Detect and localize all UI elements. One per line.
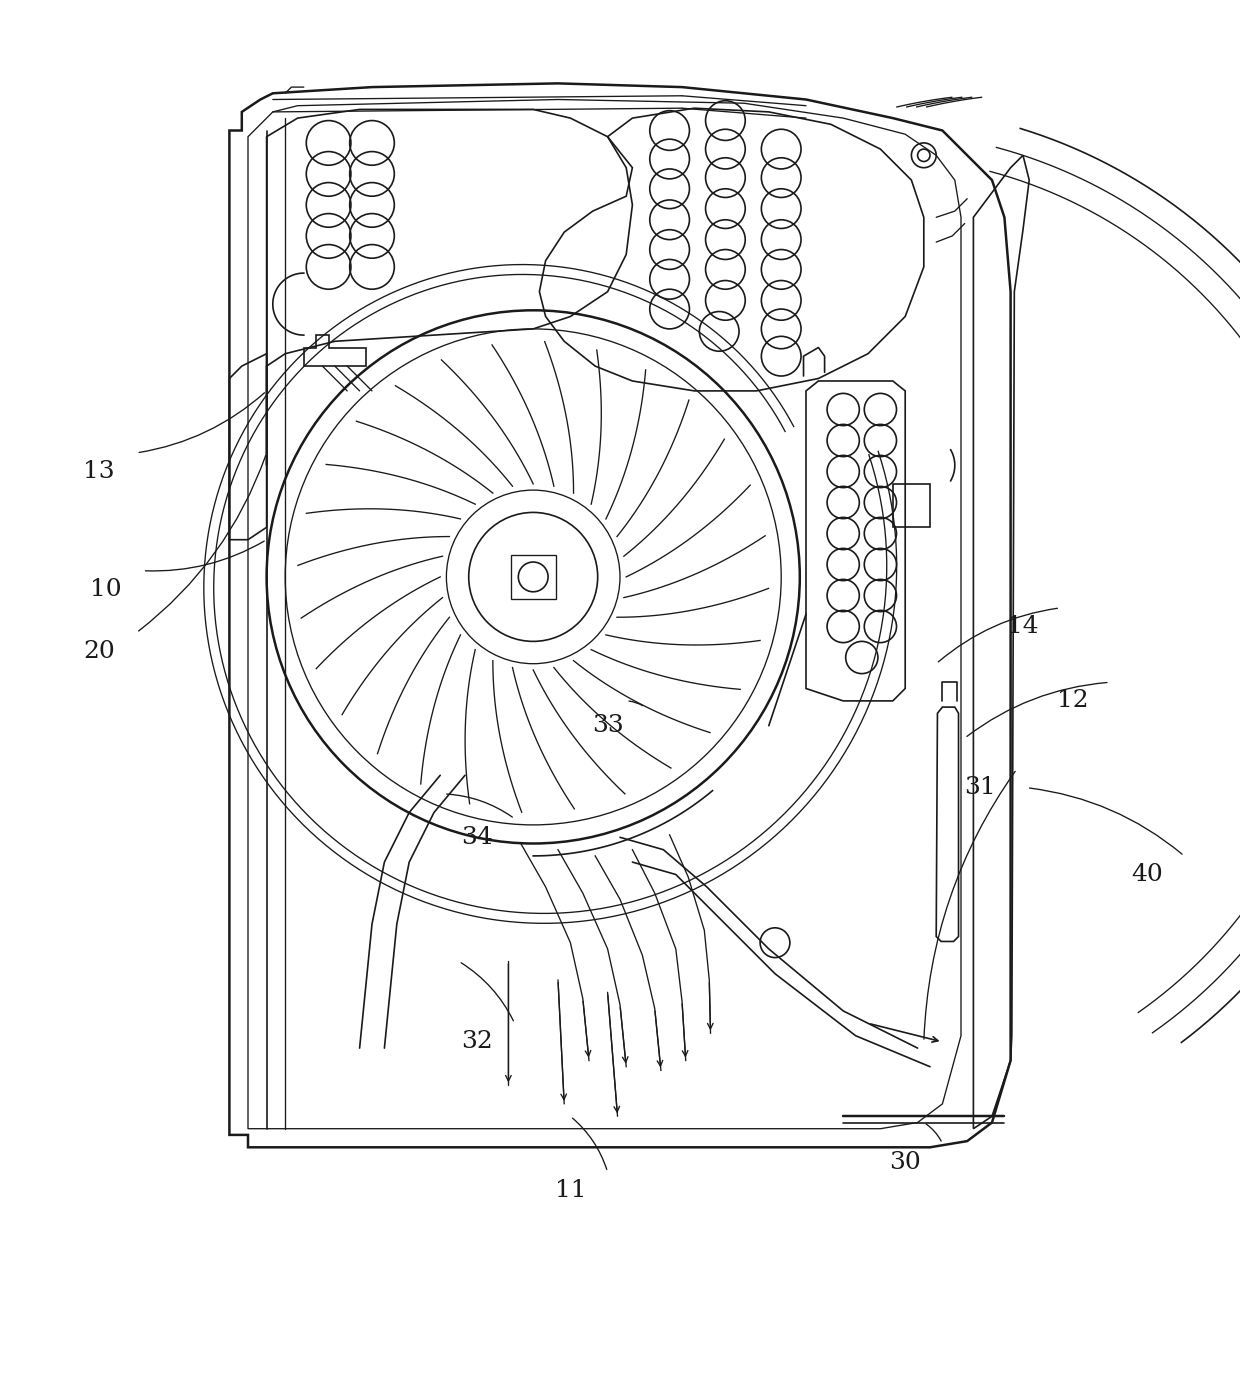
Bar	[511, 555, 556, 599]
Text: 14: 14	[1007, 616, 1039, 638]
Text: 30: 30	[889, 1151, 921, 1173]
Text: 33: 33	[591, 715, 624, 737]
Text: 11: 11	[554, 1179, 587, 1202]
Text: 12: 12	[1056, 690, 1089, 712]
Text: 32: 32	[461, 1030, 494, 1053]
Bar	[893, 483, 930, 527]
Text: 31: 31	[963, 777, 996, 799]
Text: 10: 10	[89, 578, 122, 600]
Text: 20: 20	[83, 640, 115, 662]
Text: 34: 34	[461, 826, 494, 848]
Text: 13: 13	[83, 460, 115, 483]
Text: 40: 40	[1131, 863, 1163, 885]
